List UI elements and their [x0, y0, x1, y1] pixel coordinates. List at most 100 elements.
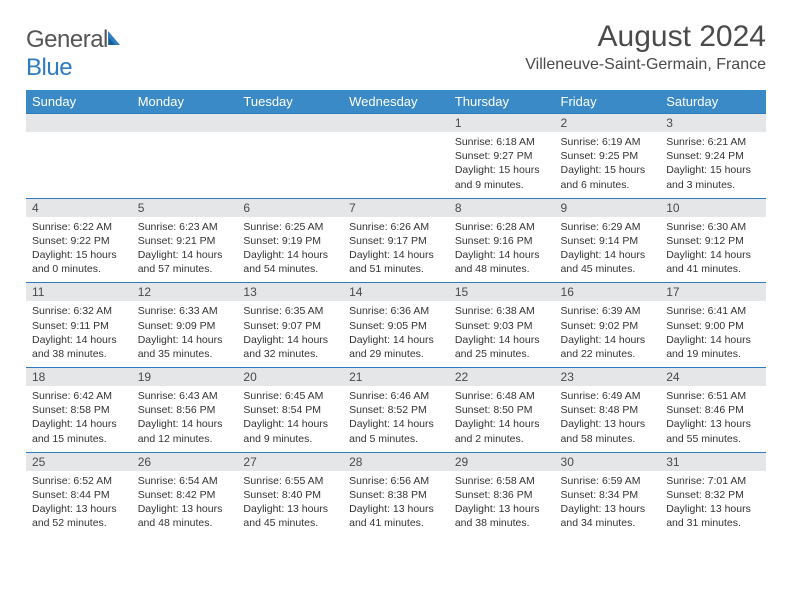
cell-body: Sunrise: 6:54 AMSunset: 8:42 PMDaylight:… [132, 471, 238, 537]
daylight-text-a: Daylight: 14 hours [666, 248, 760, 262]
date-number: 21 [343, 368, 449, 386]
cell-body: Sunrise: 6:49 AMSunset: 8:48 PMDaylight:… [555, 386, 661, 452]
sunset-text: Sunset: 9:02 PM [561, 319, 655, 333]
cell-body: Sunrise: 6:35 AMSunset: 9:07 PMDaylight:… [237, 301, 343, 367]
day-header-row: Sunday Monday Tuesday Wednesday Thursday… [26, 90, 766, 114]
daylight-text-b: and 29 minutes. [349, 347, 443, 361]
date-number: 27 [237, 453, 343, 471]
sunrise-text: Sunrise: 6:59 AM [561, 474, 655, 488]
sunset-text: Sunset: 9:14 PM [561, 234, 655, 248]
daylight-text-b: and 52 minutes. [32, 516, 126, 530]
daylight-text-b: and 38 minutes. [455, 516, 549, 530]
cell-body: Sunrise: 6:41 AMSunset: 9:00 PMDaylight:… [660, 301, 766, 367]
daylight-text-a: Daylight: 13 hours [455, 502, 549, 516]
daylight-text-a: Daylight: 14 hours [32, 417, 126, 431]
daylight-text-b: and 9 minutes. [455, 178, 549, 192]
sunset-text: Sunset: 8:52 PM [349, 403, 443, 417]
date-number: 13 [237, 283, 343, 301]
date-number: 19 [132, 368, 238, 386]
sunset-text: Sunset: 8:44 PM [32, 488, 126, 502]
sunset-text: Sunset: 8:50 PM [455, 403, 549, 417]
cell-body: Sunrise: 6:30 AMSunset: 9:12 PMDaylight:… [660, 217, 766, 283]
calendar-cell [132, 114, 238, 199]
calendar-cell: 19Sunrise: 6:43 AMSunset: 8:56 PMDayligh… [132, 368, 238, 453]
date-number: 2 [555, 114, 661, 132]
calendar-cell: 9Sunrise: 6:29 AMSunset: 9:14 PMDaylight… [555, 198, 661, 283]
daylight-text-a: Daylight: 13 hours [666, 502, 760, 516]
daylight-text-a: Daylight: 14 hours [349, 333, 443, 347]
daylight-text-a: Daylight: 15 hours [455, 163, 549, 177]
calendar-body: 1Sunrise: 6:18 AMSunset: 9:27 PMDaylight… [26, 114, 766, 537]
daylight-text-a: Daylight: 13 hours [561, 417, 655, 431]
daylight-text-b: and 22 minutes. [561, 347, 655, 361]
date-number: 3 [660, 114, 766, 132]
week-row: 25Sunrise: 6:52 AMSunset: 8:44 PMDayligh… [26, 452, 766, 536]
date-number: 30 [555, 453, 661, 471]
location-subtitle: Villeneuve-Saint-Germain, France [525, 56, 766, 74]
day-header: Monday [132, 90, 238, 114]
month-title: August 2024 [525, 20, 766, 54]
date-number: 28 [343, 453, 449, 471]
sunrise-text: Sunrise: 6:39 AM [561, 304, 655, 318]
daylight-text-a: Daylight: 14 hours [138, 333, 232, 347]
daylight-text-b: and 57 minutes. [138, 262, 232, 276]
daylight-text-b: and 54 minutes. [243, 262, 337, 276]
sunset-text: Sunset: 9:17 PM [349, 234, 443, 248]
daylight-text-b: and 55 minutes. [666, 432, 760, 446]
calendar-cell: 8Sunrise: 6:28 AMSunset: 9:16 PMDaylight… [449, 198, 555, 283]
calendar-cell: 28Sunrise: 6:56 AMSunset: 8:38 PMDayligh… [343, 452, 449, 536]
calendar-cell: 2Sunrise: 6:19 AMSunset: 9:25 PMDaylight… [555, 114, 661, 199]
sunrise-text: Sunrise: 6:54 AM [138, 474, 232, 488]
sunrise-text: Sunrise: 6:23 AM [138, 220, 232, 234]
sunset-text: Sunset: 9:21 PM [138, 234, 232, 248]
daylight-text-b: and 2 minutes. [455, 432, 549, 446]
daylight-text-a: Daylight: 15 hours [561, 163, 655, 177]
daylight-text-a: Daylight: 13 hours [243, 502, 337, 516]
calendar-cell: 7Sunrise: 6:26 AMSunset: 9:17 PMDaylight… [343, 198, 449, 283]
cell-body: Sunrise: 6:29 AMSunset: 9:14 PMDaylight:… [555, 217, 661, 283]
date-number: 29 [449, 453, 555, 471]
calendar-cell: 13Sunrise: 6:35 AMSunset: 9:07 PMDayligh… [237, 283, 343, 368]
cell-body [132, 132, 238, 194]
calendar-cell: 23Sunrise: 6:49 AMSunset: 8:48 PMDayligh… [555, 368, 661, 453]
logo-text: GeneralBlue [26, 26, 126, 82]
cell-body: Sunrise: 6:19 AMSunset: 9:25 PMDaylight:… [555, 132, 661, 198]
week-row: 1Sunrise: 6:18 AMSunset: 9:27 PMDaylight… [26, 114, 766, 199]
sunrise-text: Sunrise: 6:38 AM [455, 304, 549, 318]
daylight-text-b: and 58 minutes. [561, 432, 655, 446]
calendar-cell: 18Sunrise: 6:42 AMSunset: 8:58 PMDayligh… [26, 368, 132, 453]
date-number [237, 114, 343, 132]
sunset-text: Sunset: 8:54 PM [243, 403, 337, 417]
calendar-cell: 29Sunrise: 6:58 AMSunset: 8:36 PMDayligh… [449, 452, 555, 536]
day-header: Thursday [449, 90, 555, 114]
date-number: 16 [555, 283, 661, 301]
title-block: August 2024 Villeneuve-Saint-Germain, Fr… [525, 20, 766, 74]
sunset-text: Sunset: 8:36 PM [455, 488, 549, 502]
logo-text-blue: Blue [26, 54, 72, 81]
sunset-text: Sunset: 8:42 PM [138, 488, 232, 502]
cell-body: Sunrise: 6:18 AMSunset: 9:27 PMDaylight:… [449, 132, 555, 198]
daylight-text-b: and 41 minutes. [349, 516, 443, 530]
cell-body: Sunrise: 6:56 AMSunset: 8:38 PMDaylight:… [343, 471, 449, 537]
sunset-text: Sunset: 8:48 PM [561, 403, 655, 417]
calendar-cell: 15Sunrise: 6:38 AMSunset: 9:03 PMDayligh… [449, 283, 555, 368]
calendar-cell: 25Sunrise: 6:52 AMSunset: 8:44 PMDayligh… [26, 452, 132, 536]
daylight-text-b: and 0 minutes. [32, 262, 126, 276]
calendar-cell [26, 114, 132, 199]
sunset-text: Sunset: 9:24 PM [666, 149, 760, 163]
week-row: 18Sunrise: 6:42 AMSunset: 8:58 PMDayligh… [26, 368, 766, 453]
date-number: 7 [343, 199, 449, 217]
daylight-text-b: and 15 minutes. [32, 432, 126, 446]
cell-body: Sunrise: 6:23 AMSunset: 9:21 PMDaylight:… [132, 217, 238, 283]
sunrise-text: Sunrise: 6:25 AM [243, 220, 337, 234]
day-header: Wednesday [343, 90, 449, 114]
week-row: 11Sunrise: 6:32 AMSunset: 9:11 PMDayligh… [26, 283, 766, 368]
date-number: 18 [26, 368, 132, 386]
daylight-text-b: and 35 minutes. [138, 347, 232, 361]
day-header: Saturday [660, 90, 766, 114]
sunrise-text: Sunrise: 6:42 AM [32, 389, 126, 403]
sunset-text: Sunset: 9:05 PM [349, 319, 443, 333]
daylight-text-b: and 5 minutes. [349, 432, 443, 446]
sunset-text: Sunset: 8:32 PM [666, 488, 760, 502]
daylight-text-a: Daylight: 14 hours [561, 333, 655, 347]
